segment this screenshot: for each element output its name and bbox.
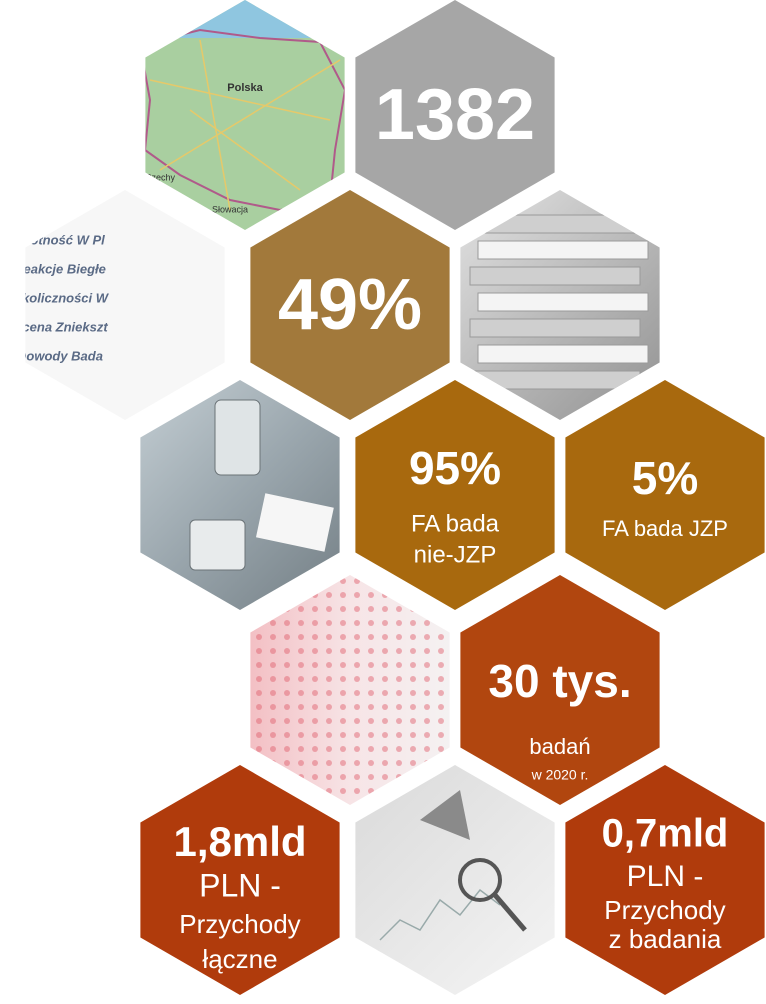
dots bbox=[250, 575, 450, 805]
photo-tile bbox=[355, 765, 555, 995]
stat-caption: PLN - bbox=[199, 867, 281, 903]
stat-value: 1382 bbox=[375, 75, 535, 155]
folder bbox=[477, 344, 649, 364]
stat-caption: nie-JZP bbox=[414, 541, 497, 568]
ksb-line: KSB 402. Okoliczności W bbox=[0, 290, 110, 305]
stat-tile: 95% FA bada nie-JZP bbox=[355, 380, 555, 610]
phone bbox=[214, 399, 261, 476]
stat-caption: w 2020 r. bbox=[531, 767, 589, 783]
stat-caption: Przychody bbox=[604, 895, 725, 925]
ksb-line: (2). Identy bbox=[0, 203, 61, 218]
photo-tile bbox=[250, 575, 450, 805]
stat-value: 49% bbox=[278, 265, 422, 345]
ksb-line: KSB 330. Reakcje Biegłe bbox=[0, 261, 106, 276]
stat-value: 30 tys. bbox=[488, 655, 631, 707]
stat-value: 5% bbox=[632, 452, 698, 504]
ksb-line: KSB 450. Ocena Zniekszt bbox=[0, 319, 108, 334]
stat-value: 1,8mld bbox=[173, 818, 306, 865]
hexagon bbox=[565, 380, 765, 610]
folder bbox=[469, 318, 641, 338]
folder bbox=[477, 240, 649, 260]
hexagon bbox=[565, 765, 765, 995]
calculator bbox=[189, 519, 246, 571]
hexagon bbox=[355, 380, 555, 610]
ksb-line: Dow bbox=[16, 377, 44, 392]
stat-tile: 5% FA bada JZP bbox=[565, 380, 765, 610]
road bbox=[199, 39, 231, 211]
stat-caption: Przychody bbox=[179, 909, 300, 939]
magnifier-handle bbox=[493, 893, 527, 932]
map-label: Słowacja bbox=[212, 204, 248, 214]
folder bbox=[469, 370, 641, 390]
map-label: Czechy bbox=[145, 172, 176, 182]
road bbox=[189, 109, 301, 191]
chart-line bbox=[379, 888, 501, 941]
photo-tile bbox=[460, 190, 660, 420]
ksb-line: KSB 500. Dowody Bada bbox=[0, 348, 103, 363]
stat-caption: PLN - bbox=[627, 860, 704, 893]
road bbox=[149, 79, 331, 121]
hexagon bbox=[250, 190, 450, 420]
folder bbox=[469, 266, 641, 286]
stat-caption: FA bada bbox=[411, 510, 500, 537]
stat-value: 0,7mld bbox=[602, 812, 729, 856]
map-label: Polska bbox=[227, 82, 263, 94]
road bbox=[159, 59, 341, 171]
photo-tile bbox=[140, 380, 340, 610]
stat-caption: badań bbox=[529, 734, 590, 759]
stat-tile: 49% bbox=[250, 190, 450, 420]
stat-tile: 1382 bbox=[355, 0, 555, 230]
stat-caption: FA bada JZP bbox=[602, 516, 728, 541]
hexagon bbox=[140, 765, 340, 995]
hexagon bbox=[355, 0, 555, 230]
hexagon bbox=[460, 575, 660, 805]
folder bbox=[477, 292, 649, 312]
sea bbox=[145, 0, 345, 38]
photo-tile: (2). Identy KSB 320. Istotność W Pl KSB 33… bbox=[0, 190, 225, 420]
stat-caption: z badania bbox=[609, 924, 722, 954]
triangle bbox=[420, 790, 470, 840]
paper bbox=[255, 493, 334, 552]
folder bbox=[469, 214, 641, 234]
stat-caption: łączne bbox=[202, 944, 277, 974]
ksb-line: KSB 320. Istotność W Pl bbox=[0, 232, 105, 247]
stat-tile: 30 tys. badań w 2020 r. bbox=[460, 575, 660, 805]
magnifier bbox=[458, 858, 502, 902]
stat-value: 95% bbox=[409, 442, 501, 494]
